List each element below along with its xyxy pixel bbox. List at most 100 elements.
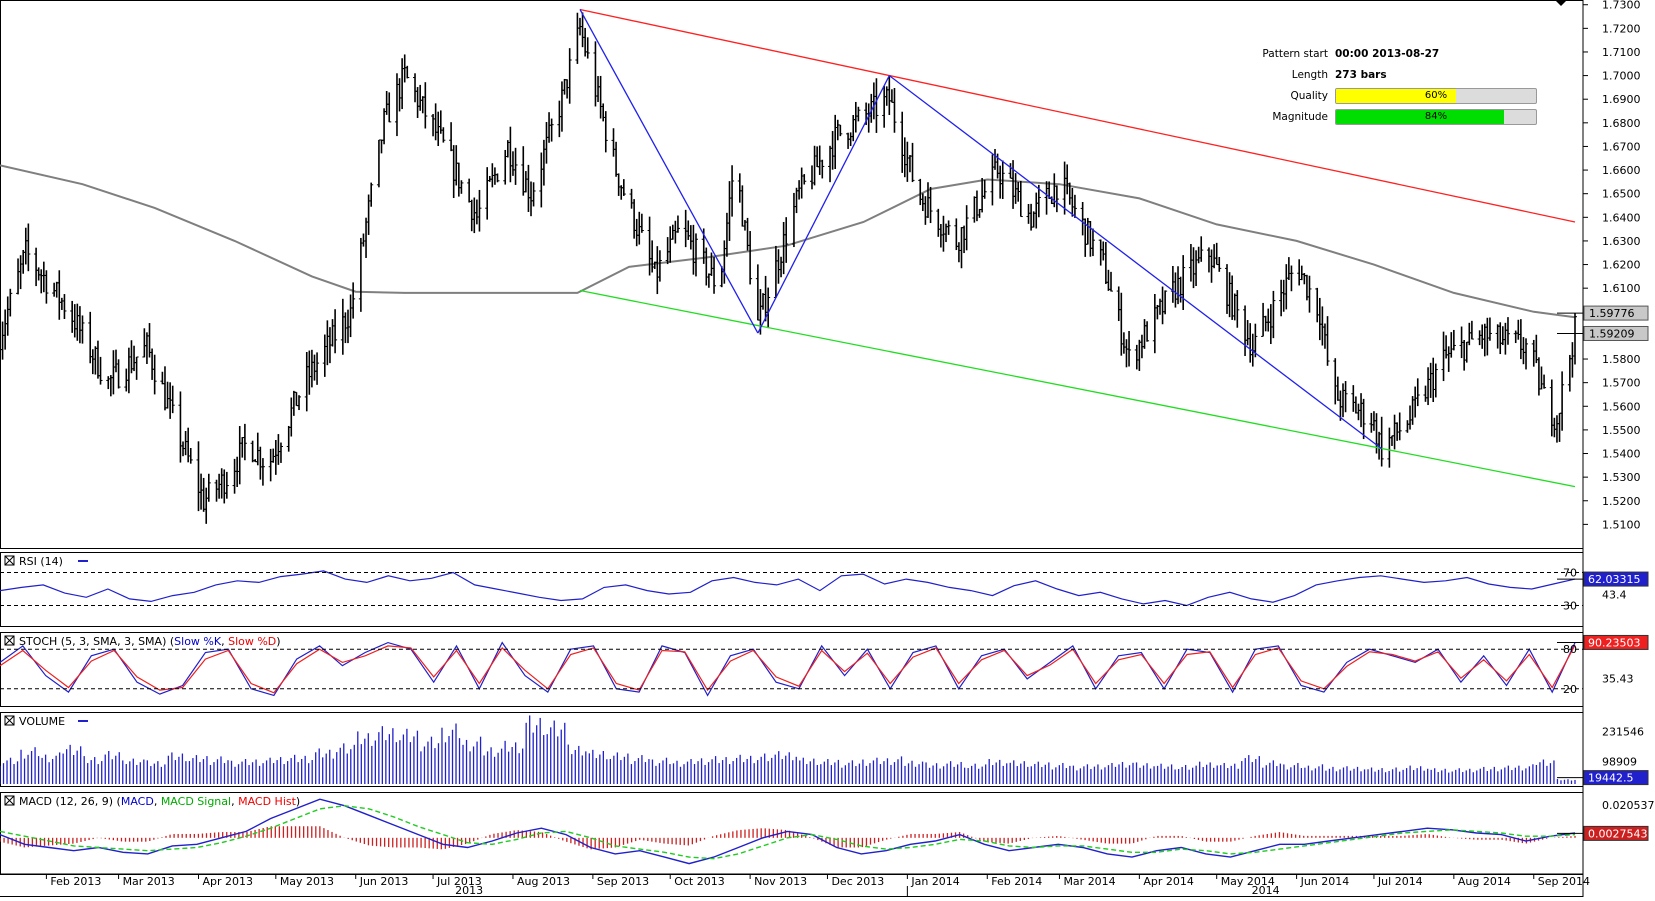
price-bar [214, 479, 219, 502]
price-bar [993, 149, 998, 170]
magnitude-bar-fill [1336, 110, 1504, 124]
pattern-start-label: Pattern start [1262, 48, 1328, 60]
price-bar [18, 255, 23, 290]
volume-title: VOLUME [19, 715, 65, 728]
price-bar [162, 366, 167, 411]
price-tick-label: 1.7100 [1602, 46, 1641, 59]
price-bar [812, 145, 817, 186]
price-bar [1232, 293, 1237, 321]
price-bar [152, 354, 157, 395]
price-label-box [1583, 305, 1649, 321]
price-bar [1261, 302, 1266, 337]
price-bar [90, 349, 95, 375]
price-bar [1426, 367, 1431, 406]
price-bar [150, 348, 155, 380]
price-bar [1518, 319, 1523, 360]
price-bar [559, 81, 564, 132]
price-bar [268, 448, 273, 482]
pattern-start-value: 00:00 2013-08-27 [1335, 48, 1440, 60]
price-bar [1335, 376, 1340, 401]
stoch-level-label: 20 [1563, 683, 1577, 696]
price-bar [106, 376, 111, 390]
price-bar [1542, 374, 1547, 389]
price-bar [1103, 241, 1108, 285]
price-bar [1487, 317, 1492, 341]
price-bar [345, 309, 350, 344]
price-bar [688, 225, 693, 250]
price-bar [95, 340, 100, 379]
price-bar [508, 126, 513, 183]
length-value: 273 bars [1335, 69, 1387, 81]
price-bar [276, 434, 281, 465]
price-bar [1557, 412, 1562, 442]
price-bar [523, 171, 528, 193]
price-bar [278, 442, 283, 463]
price-bar [348, 294, 353, 338]
x-tick-label: Apr 2013 [202, 875, 253, 888]
price-bar [575, 12, 580, 64]
price-bar [959, 227, 964, 269]
price-bar [544, 122, 549, 164]
price-tick-label: 1.5600 [1602, 400, 1641, 413]
price-bar [1477, 330, 1482, 346]
quality-value: 60% [1424, 90, 1448, 101]
price-bar [1170, 265, 1175, 303]
price-bar [1423, 385, 1428, 402]
price-bar [255, 432, 260, 466]
price-bar [1181, 255, 1186, 311]
price-bar [761, 293, 766, 310]
price-bar [54, 281, 59, 298]
price-bar [449, 122, 454, 152]
price-bar [204, 487, 209, 524]
price-bar [1235, 290, 1240, 328]
price-bar [657, 250, 662, 282]
price-bar [1534, 334, 1539, 364]
price-bar [1387, 427, 1392, 468]
rsi-last-value: 62.03315 [1588, 573, 1641, 586]
price-bar [340, 298, 345, 355]
price-bar [565, 79, 570, 99]
rsi-title: RSI (14) [19, 555, 63, 568]
price-bar [1194, 250, 1199, 286]
x-tick-label: May 2013 [280, 875, 334, 888]
price-bar [1451, 329, 1456, 351]
price-bar [1018, 180, 1023, 218]
price-bar [1343, 381, 1348, 413]
price-bar [41, 261, 46, 293]
price-bar [1482, 323, 1487, 357]
price-bar [1253, 323, 1258, 358]
price-bar [1279, 279, 1284, 317]
price-bar [1513, 330, 1518, 344]
price-bar [495, 173, 500, 183]
macd-title: MACD (12, 26, 9) (MACD, MACD Signal, MAC… [19, 795, 300, 808]
price-bar [258, 446, 263, 480]
price-bars [0, 12, 1577, 524]
rsi-title-part: RSI (14) [19, 555, 63, 568]
price-bar [835, 119, 840, 141]
price-bar [80, 315, 85, 344]
price-bar [456, 162, 461, 197]
price-bar [1072, 194, 1077, 218]
price-bar [521, 146, 526, 196]
price-bar [1392, 414, 1397, 450]
price-bar [593, 41, 598, 107]
price-bar [902, 137, 907, 178]
price-bar [224, 471, 229, 499]
price-bar [1176, 266, 1181, 305]
price-bar [397, 78, 402, 112]
price-bar [1405, 420, 1410, 433]
price-bar [722, 240, 727, 284]
price-bar [113, 349, 118, 373]
macd-tick-label: 0.0205372 [1602, 799, 1655, 812]
volume-close-icon-stroke [4, 715, 15, 726]
macd-close-icon-stroke [4, 795, 15, 806]
price-tick-label: 1.7300 [1602, 0, 1641, 12]
macd-title-part: , [154, 795, 161, 808]
price-bar [111, 350, 116, 395]
price-bar [1516, 319, 1521, 340]
x-tick-label: Aug 2014 [1458, 875, 1511, 888]
price-bar [1098, 239, 1103, 266]
magnitude-value: 84% [1424, 111, 1448, 122]
macd-title-part: MACD Signal [161, 795, 231, 808]
x-tick-label: Jun 2014 [1300, 875, 1350, 888]
